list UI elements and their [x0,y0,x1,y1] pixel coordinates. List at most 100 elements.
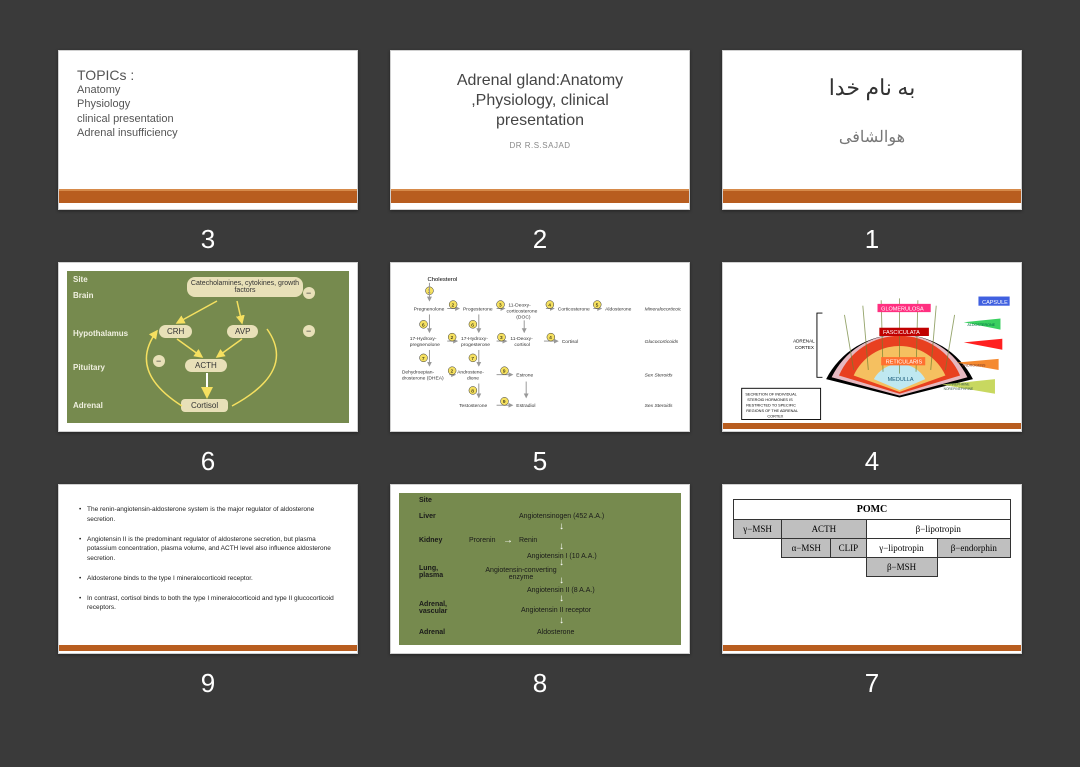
svg-text:drosterone (DHEA): drosterone (DHEA) [402,376,444,382]
slide3-line: Anatomy [77,83,339,97]
svg-text:Androstene-: Androstene- [457,370,484,376]
svg-text:3: 3 [500,335,503,341]
svg-text:7: 7 [422,356,425,362]
arrow-down: ↓ [559,575,564,586]
slide-4[interactable]: GLOMERULOSA FASCICULATA RETICULARIS MEDU… [722,262,1022,432]
accent-bar [723,423,1021,429]
svg-text:RESTRICTED TO SPECIFIC: RESTRICTED TO SPECIFIC [746,404,796,408]
svg-text:5: 5 [596,303,599,309]
slide-grid: TOPICs : Anatomy Physiology clinical pre… [0,0,1080,767]
pomc-cell: γ−lipotropin [866,539,937,558]
slide2-title: Adrenal gland:Anatomy ,Physiology, clini… [409,71,671,131]
svg-text:dione: dione [467,376,479,382]
slide-number: 3 [58,220,358,255]
pathway-svg: Cholesterol 1 Pregnenolone Progesterone … [399,271,681,423]
pomc-cell: α−MSH [782,539,831,558]
site-label: Adrenal [419,629,445,636]
hpa-axis-diagram: Site Brain Hypothalamus Pituitary Adrena… [67,271,349,423]
slide1-subtitle: هوالشافی [741,127,1003,147]
pomc-cell: γ−MSH [734,520,782,539]
svg-text:cortisol: cortisol [514,342,530,348]
site-label: Lung, plasma [419,565,459,579]
svg-text:Pregnenolone: Pregnenolone [414,306,445,312]
bullet: The renin-angiotensin-aldosterone system… [79,505,341,525]
slide-6[interactable]: Site Brain Hypothalamus Pituitary Adrena… [58,262,358,432]
svg-text:Aldosterone: Aldosterone [605,306,632,312]
cascade-step: Renin [519,537,537,544]
slide-7[interactable]: POMC γ−MSH ACTH β−lipotropin α−MSH CLIP … [722,484,1022,654]
svg-text:FASCICULATA: FASCICULATA [883,330,920,336]
hpa-arrows: − − − [67,271,358,421]
svg-text:Progesterone: Progesterone [463,306,493,312]
slide-number: 1 [722,220,1022,255]
svg-text:GLOMERULOSA: GLOMERULOSA [881,306,924,312]
accent-bar [723,645,1021,651]
cortex-label: ADRENAL [793,338,815,343]
svg-text:4: 4 [548,303,551,309]
svg-text:MEDULLA: MEDULLA [888,377,914,383]
slide-3[interactable]: TOPICs : Anatomy Physiology clinical pre… [58,50,358,210]
svg-text:EPINEPHRINE: EPINEPHRINE [947,383,970,387]
slide3-line: Adrenal insufficiency [77,126,339,140]
svg-text:3: 3 [499,303,502,309]
pomc-cell: β−endorphin [937,539,1010,558]
svg-text:2: 2 [451,303,454,309]
svg-text:17-Hydroxy-: 17-Hydroxy- [461,336,488,342]
svg-text:pregnenolone: pregnenolone [410,342,440,348]
bullet: Aldosterone binds to the type I mineralo… [79,574,341,584]
svg-text:Corticosterone: Corticosterone [558,306,590,312]
svg-text:NOREPINEPHRINE: NOREPINEPHRINE [944,387,974,391]
svg-text:9: 9 [503,399,506,405]
pomc-cell: CLIP [831,539,866,558]
steroid-pathway: Cholesterol 1 Pregnenolone Progesterone … [399,271,681,423]
slide-5[interactable]: Cholesterol 1 Pregnenolone Progesterone … [390,262,690,432]
svg-text:6: 6 [422,322,425,328]
slide-9[interactable]: The renin-angiotensin-aldosterone system… [58,484,358,654]
svg-text:Sex Steroids: Sex Steroids [645,403,673,409]
svg-text:CAPSULE: CAPSULE [982,300,1008,306]
arrow-right: → [503,535,513,546]
slide2-title-l2: ,Physiology, clinical [471,92,609,109]
svg-text:Mineralocorticoids: Mineralocorticoids [645,306,681,312]
svg-text:7: 7 [471,356,474,362]
svg-text:RETICULARIS: RETICULARIS [886,360,923,366]
svg-text:9: 9 [503,369,506,375]
bullet: Angiotensin II is the predominant regula… [79,535,341,564]
slide-number: 2 [390,220,690,255]
col-header: Site [419,497,432,504]
slide1-title: به نام خدا [741,75,1003,101]
pomc-header: POMC [734,500,1011,520]
svg-text:2: 2 [450,369,453,375]
accent-bar [59,191,357,203]
slide-8[interactable]: Site Liver Kidney Lung, plasma Adrenal, … [390,484,690,654]
svg-text:Glucocorticoids: Glucocorticoids [645,339,679,345]
svg-text:6: 6 [471,322,474,328]
svg-text:Dehydroepian-: Dehydroepian- [402,370,435,376]
raa-cascade: Site Liver Kidney Lung, plasma Adrenal, … [399,493,681,645]
svg-text:REGIONS OF THE ADRENAL: REGIONS OF THE ADRENAL [746,409,799,413]
svg-text:−: − [306,326,311,336]
slide-number: 4 [722,442,1022,477]
svg-text:Cortisol: Cortisol [562,339,579,345]
svg-text:CORTEX: CORTEX [767,415,783,419]
svg-text:ANDROGENS: ANDROGENS [962,363,986,367]
svg-text:−: − [306,288,311,298]
svg-text:Testosterone: Testosterone [459,403,487,409]
slide-1[interactable]: به نام خدا هوالشافی [722,50,1022,210]
svg-text:CORTEX: CORTEX [795,345,814,350]
svg-text:Sex Steroids: Sex Steroids [645,373,673,379]
slide2-title-l3: presentation [496,112,584,129]
chol-label: Cholesterol [427,277,457,283]
svg-text:17-Hydroxy-: 17-Hydroxy- [410,336,437,342]
svg-text:STEROID HORMONES IS: STEROID HORMONES IS [747,398,793,402]
cascade-step: Angiotensinogen (452 A.A.) [519,513,604,520]
svg-text:SECRETION OF INDIVIDUAL: SECRETION OF INDIVIDUAL [745,393,797,397]
pomc-cell: β−lipotropin [866,520,1011,539]
svg-text:corticosterone: corticosterone [506,308,537,314]
slide-2[interactable]: Adrenal gland:Anatomy ,Physiology, clini… [390,50,690,210]
slide-number: 9 [58,664,358,699]
accent-bar [59,645,357,651]
pomc-cell: β−MSH [866,558,937,577]
svg-text:−: − [156,356,161,366]
slide2-author: DR R.S.SAJAD [409,141,671,150]
